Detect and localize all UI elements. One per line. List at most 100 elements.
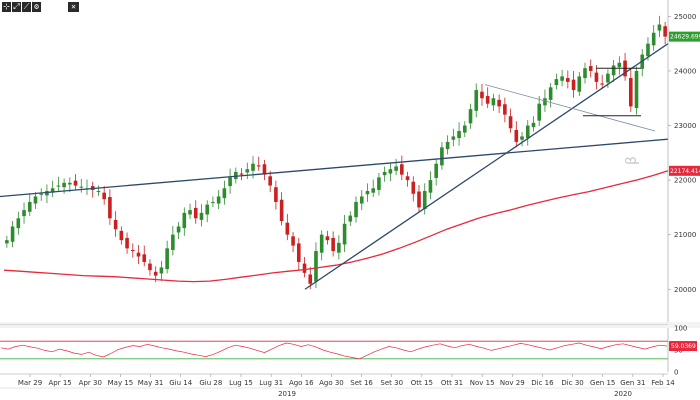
candle-up	[234, 171, 238, 180]
rsi-line	[0, 342, 668, 360]
candle-up	[520, 136, 524, 140]
candle-up	[354, 201, 358, 218]
candle-down	[102, 192, 106, 200]
time-tick-label: Feb 14	[651, 379, 675, 387]
candle-down	[142, 254, 147, 262]
candle-up	[457, 130, 461, 139]
candle-up	[205, 204, 210, 215]
draw-line-icon[interactable]: ⟋	[22, 2, 31, 12]
candle-up	[548, 87, 553, 100]
candle-down	[600, 83, 604, 85]
candle-down	[566, 78, 570, 82]
candle-up	[39, 193, 44, 195]
candle-up	[365, 191, 370, 195]
candle-up	[45, 191, 49, 196]
candle-down	[153, 271, 158, 276]
time-tick-label: Lug 15	[229, 379, 253, 387]
candle-up	[251, 163, 255, 171]
candle-down	[73, 180, 78, 186]
last-price-badge	[669, 31, 700, 42]
candle-up	[68, 182, 72, 185]
candle-up	[394, 166, 398, 171]
panel-divider	[0, 322, 700, 328]
price-tick-label: 21000	[674, 231, 696, 239]
candle-down	[296, 243, 301, 262]
time-tick-label: Set 16	[350, 379, 373, 387]
candle-up	[634, 70, 639, 109]
last-price-label: 24629.6993	[670, 34, 700, 41]
candle-down	[239, 173, 244, 175]
candle-up	[543, 98, 547, 106]
price-tick-label: 20000	[674, 286, 696, 294]
candle-down	[193, 207, 198, 219]
candle-up	[314, 251, 318, 282]
candle-down	[148, 263, 152, 271]
candle-down	[411, 181, 416, 194]
price-tick-label: 24000	[674, 67, 696, 75]
candle-up	[96, 191, 101, 193]
time-tick-label: Dic 30	[561, 379, 583, 387]
time-tick-label: Gen 15	[590, 379, 615, 387]
zoom-icon[interactable]: ⤢	[12, 2, 21, 12]
candle-up	[342, 223, 347, 245]
ma-price-badge	[669, 165, 700, 176]
candle-up	[56, 185, 61, 187]
candle-down	[514, 129, 519, 142]
moving-average-line	[3, 170, 669, 283]
candle-down	[268, 176, 272, 186]
time-tick-label: Ott 31	[441, 379, 463, 387]
candle-up	[611, 65, 616, 76]
candle-up	[16, 218, 21, 229]
price-axis: 20000 21000 22000 23000 24000 25000 24629.6993…	[667, 0, 700, 322]
trendlines-group[interactable]	[0, 43, 669, 290]
candle-up	[319, 234, 324, 253]
candle-up	[560, 76, 564, 81]
time-axis: Mar 29 Apr 15 Apr 30 May 15 May 31 Giu 14 Giu …	[0, 373, 675, 398]
candle-up	[474, 90, 479, 111]
rsi-last-label: 59.0369	[671, 343, 696, 350]
candle-down	[571, 79, 576, 91]
candle-down	[594, 72, 599, 82]
candle-down	[285, 222, 290, 235]
candle-up	[577, 76, 582, 92]
time-tick-label: Nov 29	[500, 379, 525, 387]
crosshair-icon[interactable]: ⊹	[2, 2, 11, 12]
rsi-tick-label: 100	[674, 325, 687, 333]
candle-down	[331, 237, 335, 252]
candle-down	[130, 249, 135, 252]
settings-icon[interactable]: ⚙	[32, 2, 41, 12]
candle-down	[503, 104, 507, 115]
rsi-last-badge	[669, 341, 697, 352]
candle-up	[176, 226, 181, 233]
candle-up	[491, 98, 496, 106]
trendline-uptrend-support	[304, 43, 669, 290]
rsi-tick-label: 0	[674, 369, 678, 377]
time-tick-label: Dic 16	[531, 379, 554, 387]
candle-up	[525, 125, 530, 139]
candle-up	[377, 177, 381, 190]
candle-up	[617, 62, 622, 68]
candle-down	[663, 26, 667, 37]
candle-up	[422, 191, 427, 210]
time-tick-label: Lug 31	[259, 379, 283, 387]
candle-down	[308, 274, 313, 284]
time-tick-label: Gen 31	[620, 379, 645, 387]
candle-up	[337, 242, 341, 253]
candle-up	[434, 163, 438, 178]
candle-down	[262, 164, 267, 175]
candle-down	[136, 252, 141, 257]
candle-up	[79, 186, 84, 188]
candle-down	[279, 199, 284, 222]
candle-down	[302, 263, 307, 273]
candle-up	[531, 122, 536, 128]
candle-down	[485, 96, 490, 104]
time-tick-label: Apr 15	[49, 379, 72, 387]
candle-up	[188, 210, 192, 215]
close-icon[interactable]: ✕	[68, 2, 79, 12]
candle-up	[462, 125, 467, 133]
candle-down	[628, 78, 633, 107]
trendline-long-resistance	[0, 138, 669, 198]
price-tick-label: 22000	[674, 177, 696, 185]
time-tick-label: Ago 30	[319, 379, 344, 387]
